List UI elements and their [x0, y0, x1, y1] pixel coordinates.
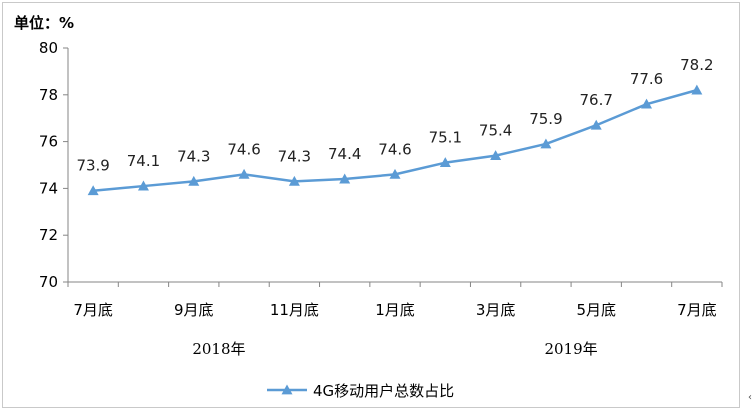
data-point: [238, 168, 250, 179]
y-tick-label: 78: [39, 86, 58, 104]
y-tick-label: 70: [39, 273, 58, 291]
x-tick-label: 7月底: [73, 301, 113, 319]
data-point: [691, 84, 703, 95]
y-tick-label: 74: [39, 179, 58, 197]
data-point: [288, 175, 300, 186]
data-label: 75.9: [529, 110, 562, 128]
year-label: 2018年: [192, 340, 245, 358]
legend-label: 4G移动用户总数占比: [313, 382, 454, 400]
data-label: 75.4: [479, 122, 512, 140]
year-label: 2019年: [544, 340, 597, 358]
data-label: 74.4: [328, 145, 361, 163]
data-point: [339, 173, 351, 184]
data-label: 75.1: [429, 129, 462, 147]
data-point: [188, 175, 200, 186]
y-tick-label: 76: [39, 133, 58, 151]
marks: [87, 84, 703, 196]
data-label: 74.6: [378, 140, 411, 158]
x-tick-label: 11月底: [270, 301, 319, 319]
data-label: 74.1: [127, 152, 160, 170]
data-point: [641, 98, 653, 109]
data-label: 73.9: [76, 157, 109, 175]
y-tick-label: 72: [39, 226, 58, 244]
data-label: 77.6: [630, 70, 663, 88]
legend-marker: [281, 384, 293, 395]
x-tick-label: 3月底: [476, 301, 516, 319]
data-point: [540, 138, 552, 149]
data-point: [137, 180, 149, 191]
data-point: [490, 150, 502, 161]
data-point: [439, 157, 451, 168]
data-label: 78.2: [680, 56, 713, 74]
data-point: [87, 185, 99, 196]
data-label: 74.3: [177, 147, 210, 165]
edge-mark: ‹: [748, 392, 752, 403]
y-tick-label: 80: [39, 39, 58, 57]
data-point: [389, 168, 401, 179]
x-tick-label: 1月底: [375, 301, 415, 319]
x-tick-label: 7月底: [677, 301, 717, 319]
x-tick-label: 5月底: [576, 301, 616, 319]
data-label: 74.6: [227, 140, 260, 158]
data-label: 74.3: [278, 147, 311, 165]
x-tick-label: 9月底: [174, 301, 214, 319]
chart-frame: [2, 2, 740, 408]
unit-label: 单位：%: [14, 14, 75, 32]
legend: 4G移动用户总数占比: [267, 382, 454, 400]
data-point: [590, 119, 602, 130]
data-label: 76.7: [580, 91, 613, 109]
labels: 73.9 74.1 74.3 74.6 74.3 74.4 74.6 75.1 75.4 75.9…: [76, 56, 713, 175]
axes: 70 72 74 76 78 80 7月底 9月底 11月底 1月底 3月底 5月底 7月底 2018年 2…: [39, 39, 723, 358]
